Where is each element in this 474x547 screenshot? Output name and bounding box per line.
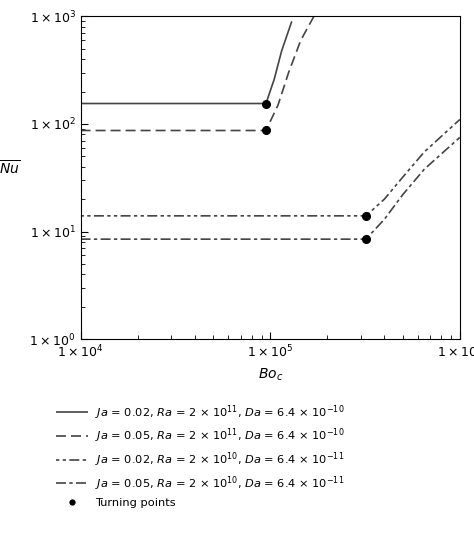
Legend: $Ja$ = 0.02, $Ra$ = 2 $\times$ 10$^{11}$, $Da$ = 6.4 $\times$ 10$^{-10}$, $Ja$ =: $Ja$ = 0.02, $Ra$ = 2 $\times$ 10$^{11}$… bbox=[56, 403, 344, 508]
X-axis label: $Bo_c$: $Bo_c$ bbox=[257, 366, 283, 382]
Y-axis label: $\overline{Nu}$: $\overline{Nu}$ bbox=[0, 160, 20, 178]
